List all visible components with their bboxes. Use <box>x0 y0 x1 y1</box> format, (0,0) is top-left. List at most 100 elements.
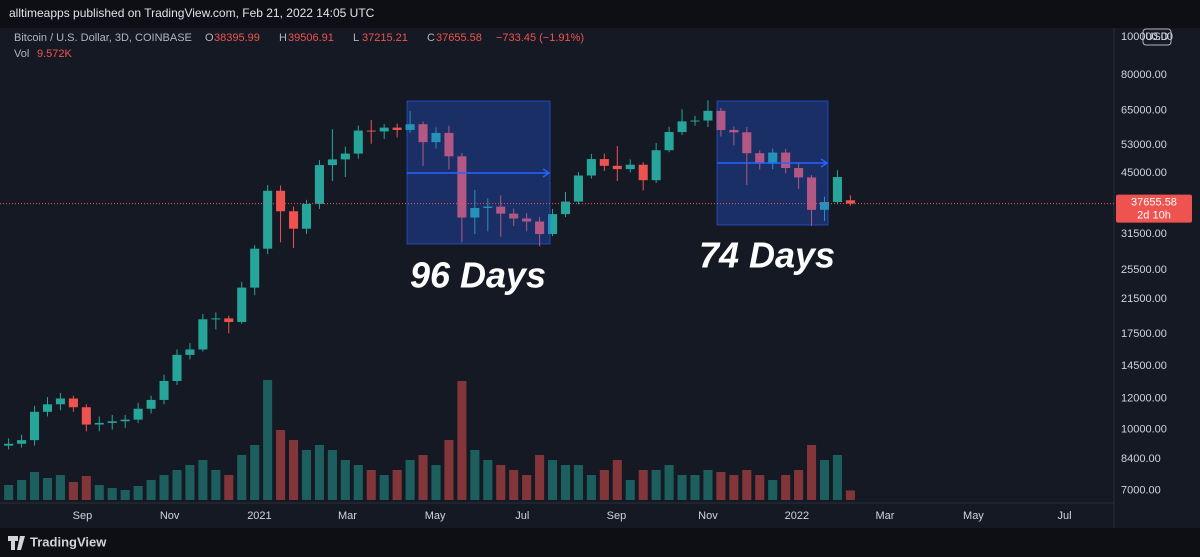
y-tick-label: 10000.00 <box>1121 423 1167 435</box>
candle-body <box>638 164 648 181</box>
candle-body <box>599 159 609 166</box>
volume-bar <box>470 450 480 500</box>
x-tick-label: 2022 <box>785 510 809 522</box>
candle-body <box>845 200 855 204</box>
bottom-bar <box>0 528 1200 557</box>
candle-body <box>30 411 40 441</box>
candle-body <box>496 206 506 214</box>
x-tick-label: Jul <box>1057 510 1071 522</box>
volume-bar <box>768 480 778 500</box>
x-tick-label: May <box>425 510 446 522</box>
candle-body <box>263 190 273 249</box>
x-tick-label: Jul <box>515 510 529 522</box>
volume-bar <box>509 470 519 500</box>
volume-bar <box>133 486 143 500</box>
candle-body <box>379 127 389 132</box>
candle-body <box>211 318 221 320</box>
volume-bar <box>664 465 674 500</box>
candle-body <box>742 132 752 154</box>
x-tick-label: Nov <box>698 510 718 522</box>
x-tick-label: Sep <box>607 510 627 522</box>
candle-body <box>120 419 130 422</box>
volume-bar <box>327 450 337 500</box>
candle-body <box>418 124 428 143</box>
volume-bar <box>457 381 467 500</box>
volume-bar <box>612 460 622 500</box>
volume-bar <box>625 480 635 500</box>
candle-body <box>612 165 622 170</box>
volume-bar <box>573 465 583 500</box>
volume-bar <box>94 485 104 500</box>
ohlc-label: H <box>279 32 287 44</box>
volume-bar <box>30 472 40 500</box>
x-tick-label: 2021 <box>247 510 271 522</box>
ohlc-value: 37215.21 <box>362 32 408 44</box>
currency[interactable]: USD <box>1145 31 1168 43</box>
volume-bar <box>159 475 169 500</box>
candle-body <box>444 132 454 157</box>
candle-body <box>807 177 817 210</box>
candle-body <box>677 121 687 133</box>
volume-bar <box>198 460 208 500</box>
ohlc-label: O <box>205 32 214 44</box>
y-tick-label: 65000.00 <box>1121 104 1167 116</box>
volume-bar <box>819 460 830 500</box>
candle-body <box>781 152 791 169</box>
logo <box>8 536 25 550</box>
candle-body <box>42 404 53 412</box>
candle-body <box>431 132 441 143</box>
volume-bar <box>68 482 78 500</box>
volume-bar <box>120 490 130 500</box>
candle-body <box>107 421 117 423</box>
volume-bar <box>677 475 687 500</box>
volume-bar <box>548 460 558 500</box>
volume-bar <box>250 445 260 500</box>
candle-body <box>289 211 299 229</box>
candle-body <box>729 129 739 133</box>
currency-box[interactable] <box>1142 28 1172 46</box>
candle-body <box>832 177 842 203</box>
candle-body <box>198 319 208 350</box>
ohlc-value: 38395.99 <box>214 32 260 44</box>
volume-bar <box>289 440 299 500</box>
candle-body <box>586 159 596 176</box>
y-tick-label: 31500.00 <box>1121 228 1167 240</box>
annotation: 96 Days <box>410 255 546 296</box>
candle-body <box>133 408 143 420</box>
candle-body <box>703 110 713 121</box>
candle-body <box>314 165 324 204</box>
volume-bar <box>4 485 14 500</box>
annotation: 74 Days <box>699 235 835 276</box>
x-tick-label: Sep <box>73 510 93 522</box>
y-tick-label: 14500.00 <box>1121 360 1167 372</box>
candle-body <box>664 132 674 151</box>
byline: alltimeapps published on TradingView.com… <box>9 6 375 20</box>
candle-body <box>250 248 260 288</box>
candle-body <box>625 164 635 170</box>
candle-body <box>94 422 104 425</box>
candle-body <box>651 150 661 181</box>
volume-bar <box>405 460 415 500</box>
volume-bar <box>845 490 855 500</box>
volume-bar <box>638 470 648 500</box>
y-tick-label: 80000.00 <box>1121 69 1167 81</box>
volume-bar <box>276 430 286 500</box>
volume-bar <box>379 475 389 500</box>
candle-body <box>172 354 182 381</box>
arrow-head <box>820 158 829 168</box>
volume-label: Vol <box>14 48 29 60</box>
volume-bar <box>392 470 402 500</box>
volume-bar <box>703 470 713 500</box>
y-tick-label: 21500.00 <box>1121 293 1167 305</box>
x-tick-label: Mar <box>875 510 894 522</box>
candle-body <box>301 203 312 229</box>
volume-bar <box>807 445 817 500</box>
arrow-head <box>542 168 551 178</box>
volume-bar <box>483 460 493 500</box>
candle-body <box>340 153 350 160</box>
candle-body <box>159 380 169 400</box>
candle-body <box>457 156 467 218</box>
candle-body <box>470 207 480 218</box>
symbol: Bitcoin / U.S. Dollar, 3D, COINBASE <box>14 32 192 44</box>
